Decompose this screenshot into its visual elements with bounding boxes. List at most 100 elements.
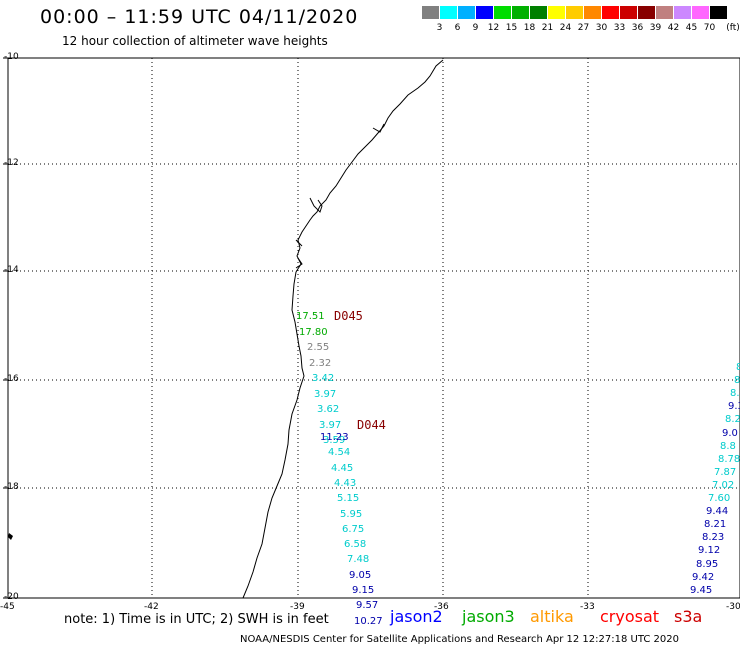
swh-reading: 3.42 (312, 373, 335, 384)
swh-reading: 8. (734, 375, 740, 387)
lon-label: -33 (580, 602, 595, 612)
legend-label: 42 (667, 23, 680, 33)
swh-reading: 17.80 (299, 326, 328, 338)
lat-label: -12 (4, 158, 19, 168)
pass-label: D045 (334, 309, 363, 323)
swh-reading: 2.32 (309, 357, 332, 369)
swh-reading: 9.0 (722, 427, 738, 439)
swh-reading: 9.44 (706, 506, 729, 518)
lat-label: -10 (4, 52, 19, 62)
legend-swatch (710, 6, 727, 19)
swh-reading: 6.58 (344, 539, 367, 551)
legend-swatch (548, 6, 565, 19)
satellite-name: jason3 (462, 607, 515, 626)
swh-reading: 8.21 (704, 519, 727, 531)
legend-label: 15 (505, 23, 518, 33)
swh-reading: 11.23 (320, 432, 349, 443)
swh-reading: 8.8 (720, 440, 736, 452)
swh-reading: 8.2 (725, 414, 740, 426)
map-frame (7, 57, 740, 599)
swh-reading: 17.51 (296, 311, 325, 322)
legend-swatch (584, 6, 601, 19)
swh-reading: 3.97 (319, 419, 342, 431)
swh-reading: 7.48 (347, 554, 370, 566)
swh-reading: 9.3 (728, 401, 740, 413)
legend-label: 9 (472, 23, 479, 33)
legend-swatch (638, 6, 655, 19)
credit-line: NOAA/NESDIS Center for Satellite Applica… (240, 634, 679, 645)
legend-label: 45 (685, 23, 698, 33)
legend-swatch (602, 6, 619, 19)
swh-reading: 6.75 (342, 523, 365, 535)
pass-label: D044 (357, 418, 386, 432)
swh-reading: 7.87 (714, 466, 737, 478)
legend-swatch (512, 6, 529, 19)
swh-reading: 9.05 (349, 569, 372, 581)
legend-unit: (ft) (726, 23, 740, 33)
lat-label: -14 (4, 265, 19, 275)
swh-reading: 8. (730, 388, 740, 400)
legend-swatch (494, 6, 511, 19)
legend-label: 12 (487, 23, 500, 33)
swh-reading: 9.42 (692, 571, 715, 583)
satellite-name: altika (530, 607, 574, 626)
legend-label: 3 (436, 23, 443, 33)
lon-label: -42 (144, 602, 159, 612)
swh-reading: 3.62 (317, 404, 340, 415)
legend-swatch (674, 6, 691, 19)
ticks (3, 57, 8, 599)
swh-reading: 10.27 (354, 615, 383, 627)
satellite-name: s3a (674, 607, 703, 626)
legend-label: 36 (631, 23, 644, 33)
swh-reading: 5.15 (337, 493, 360, 505)
swh-reading: 8.95 (696, 558, 719, 570)
footer-note: note: 1) Time is in UTC; 2) SWH is in fe… (64, 612, 329, 627)
lon-label: -39 (290, 602, 305, 612)
legend-swatch (440, 6, 457, 19)
legend-label: 24 (559, 23, 572, 33)
small-island (8, 533, 13, 540)
legend-label: 27 (577, 23, 590, 33)
page-title: 00:00 – 11:59 UTC 04/11/2020 (40, 6, 359, 28)
swh-reading: 4.54 (328, 447, 351, 459)
legend-label: 70 (703, 23, 716, 33)
legend-swatch (476, 6, 493, 19)
lat-label: -20 (4, 592, 19, 602)
legend-label: 30 (595, 23, 608, 33)
grid-lines (8, 58, 740, 598)
swh-reading: 9.45 (690, 584, 713, 596)
swh-reading: 4.45 (331, 462, 354, 474)
swh-reading: 4.43 (334, 477, 357, 489)
lat-label: -18 (4, 482, 19, 492)
page-subtitle: 12 hour collection of altimeter wave hei… (62, 34, 328, 48)
legend-label: 33 (613, 23, 626, 33)
swh-reading: 8. (736, 362, 740, 373)
legend-label: 21 (541, 23, 554, 33)
swh-reading: 2.55 (307, 342, 330, 353)
swh-reading: 7.02 (712, 479, 735, 491)
satellite-name: jason2 (390, 607, 443, 626)
swh-reading: 8.23 (702, 532, 725, 544)
lat-label: -16 (4, 374, 19, 384)
swh-reading: 9.57 (356, 600, 379, 612)
legend-label: 6 (454, 23, 461, 33)
coast-inlet (295, 123, 385, 269)
swh-reading: 9.12 (698, 545, 721, 557)
swh-reading: 9.15 (352, 585, 375, 596)
legend-label: 39 (649, 23, 662, 33)
satellite-name: cryosat (600, 607, 660, 626)
swh-reading: 3.97 (314, 388, 337, 400)
legend-swatch (620, 6, 637, 19)
legend-swatch (530, 6, 547, 19)
lon-label: -30 (726, 602, 740, 612)
legend-swatch (422, 6, 439, 19)
swh-reading: 7.60 (708, 493, 731, 504)
swh-reading: 8.78 (718, 453, 740, 465)
swh-reading: 5.95 (340, 508, 363, 520)
swh-reading: 3.59 (323, 435, 346, 446)
lon-label: -45 (0, 602, 15, 612)
legend-label: 18 (523, 23, 536, 33)
legend-swatch (692, 6, 709, 19)
legend-swatch (656, 6, 673, 19)
